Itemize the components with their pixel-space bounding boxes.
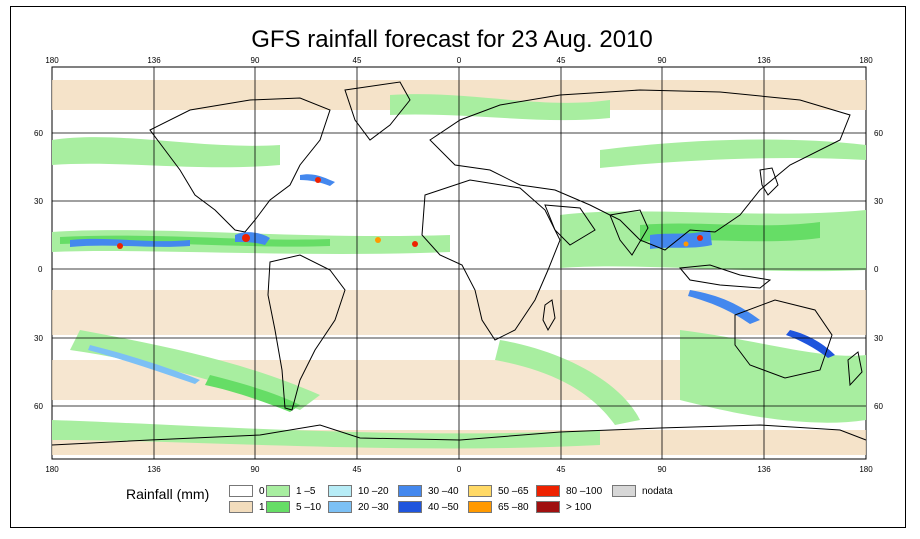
lat-label: 30 [34,197,43,206]
lat-label: 60 [874,402,883,411]
legend-swatch [328,501,352,513]
lat-label: 30 [874,334,883,343]
legend-item-11: > 100 [536,501,591,513]
lon-label: 180 [859,465,873,474]
lon-label: 0 [457,56,462,65]
legend-label: 50 –65 [498,485,529,497]
legend-label: 65 –80 [498,501,529,513]
lon-label: 136 [147,465,161,474]
lat-label: 60 [34,402,43,411]
legend-item-6: 30 –40 [398,485,459,497]
lat-label: 30 [874,197,883,206]
legend-item-2: 1 –5 [266,485,315,497]
lat-label: 0 [38,265,43,274]
right-lat-labels: 60 30 0 30 60 [874,129,883,411]
legend-item-10: 80 –100 [536,485,602,497]
lat-label: 60 [34,129,43,138]
graticule [52,67,866,459]
left-lat-labels: 60 30 0 30 60 [34,129,43,411]
lon-label: 45 [353,465,362,474]
lon-label: 90 [658,56,667,65]
legend-label: 1 [259,501,265,513]
map-title: GFS rainfall forecast for 23 Aug. 2010 [251,26,653,53]
legend-label: 40 –50 [428,501,459,513]
legend-item-7: 40 –50 [398,501,459,513]
legend-label: > 100 [566,501,592,513]
lon-label: 136 [757,56,771,65]
lat-label: 0 [874,265,879,274]
legend-item-3: 5 –10 [266,501,321,513]
legend-label: 20 –30 [358,501,389,513]
lon-label: 45 [557,56,566,65]
lon-label: 90 [251,56,260,65]
lon-label: 180 [45,465,59,474]
lon-label: 45 [557,465,566,474]
legend-swatch [468,501,492,513]
lon-label: 136 [147,56,161,65]
lon-label: 45 [353,56,362,65]
legend-swatch [468,485,492,497]
legend-item-1: 1 [229,501,265,513]
lon-label: 180 [859,56,873,65]
legend-swatch [536,485,560,497]
legend-item-9: 65 –80 [468,501,529,513]
legend-swatch [229,485,253,497]
lon-label: 90 [251,465,260,474]
legend-swatch [536,501,560,513]
legend-swatch [398,501,422,513]
lon-label: 0 [457,465,462,474]
legend-swatch [229,501,253,513]
legend-item-0: 0 [229,485,265,497]
legend-label: 10 –20 [358,485,389,497]
legend-swatch [328,485,352,497]
lat-label: 30 [34,334,43,343]
lon-label: 136 [757,465,771,474]
bottom-lon-labels: 180 136 90 45 0 45 90 136 180 [45,465,873,474]
legend-label: 80 –100 [566,485,603,497]
coastlines [51,81,867,446]
legend-label: 1 –5 [296,485,316,497]
legend-swatch [266,485,290,497]
lon-label: 180 [45,56,59,65]
legend-item-5: 20 –30 [328,501,389,513]
legend-swatch [612,485,636,497]
legend-swatch [266,501,290,513]
legend-label: 0 [259,485,265,497]
legend-label: 5 –10 [296,501,322,513]
legend-label: nodata [642,485,673,497]
legend-item-12: nodata [612,485,673,497]
legend-title: Rainfall (mm) [126,486,210,502]
top-lon-labels: 180 136 90 45 0 45 90 136 180 [45,56,873,65]
legend-item-4: 10 –20 [328,485,389,497]
legend-label: 30 –40 [428,485,459,497]
lat-label: 60 [874,129,883,138]
legend-swatch [398,485,422,497]
lon-label: 90 [658,465,667,474]
figure-frame [10,6,906,528]
legend-item-8: 50 –65 [468,485,529,497]
